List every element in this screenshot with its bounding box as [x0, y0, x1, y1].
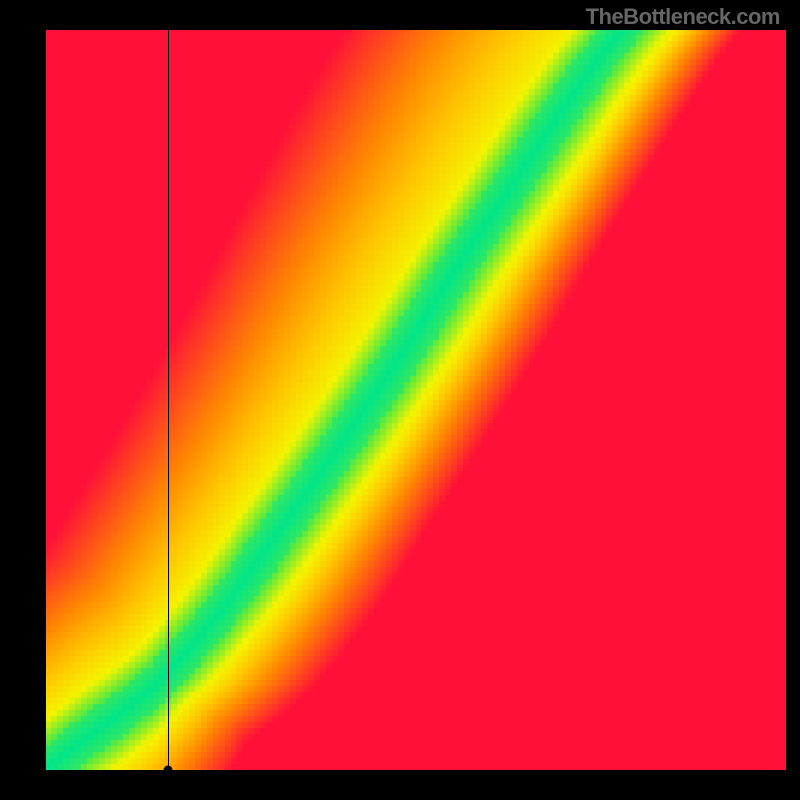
- attribution-text: TheBottleneck.com: [586, 4, 780, 30]
- chart-frame: TheBottleneck.com: [0, 0, 800, 800]
- crosshair-vertical-line: [168, 30, 169, 770]
- heatmap-canvas: [46, 30, 786, 770]
- crosshair-marker-dot: [164, 766, 173, 775]
- crosshair-horizontal-line: [46, 770, 786, 771]
- heatmap-plot-area: [46, 30, 786, 770]
